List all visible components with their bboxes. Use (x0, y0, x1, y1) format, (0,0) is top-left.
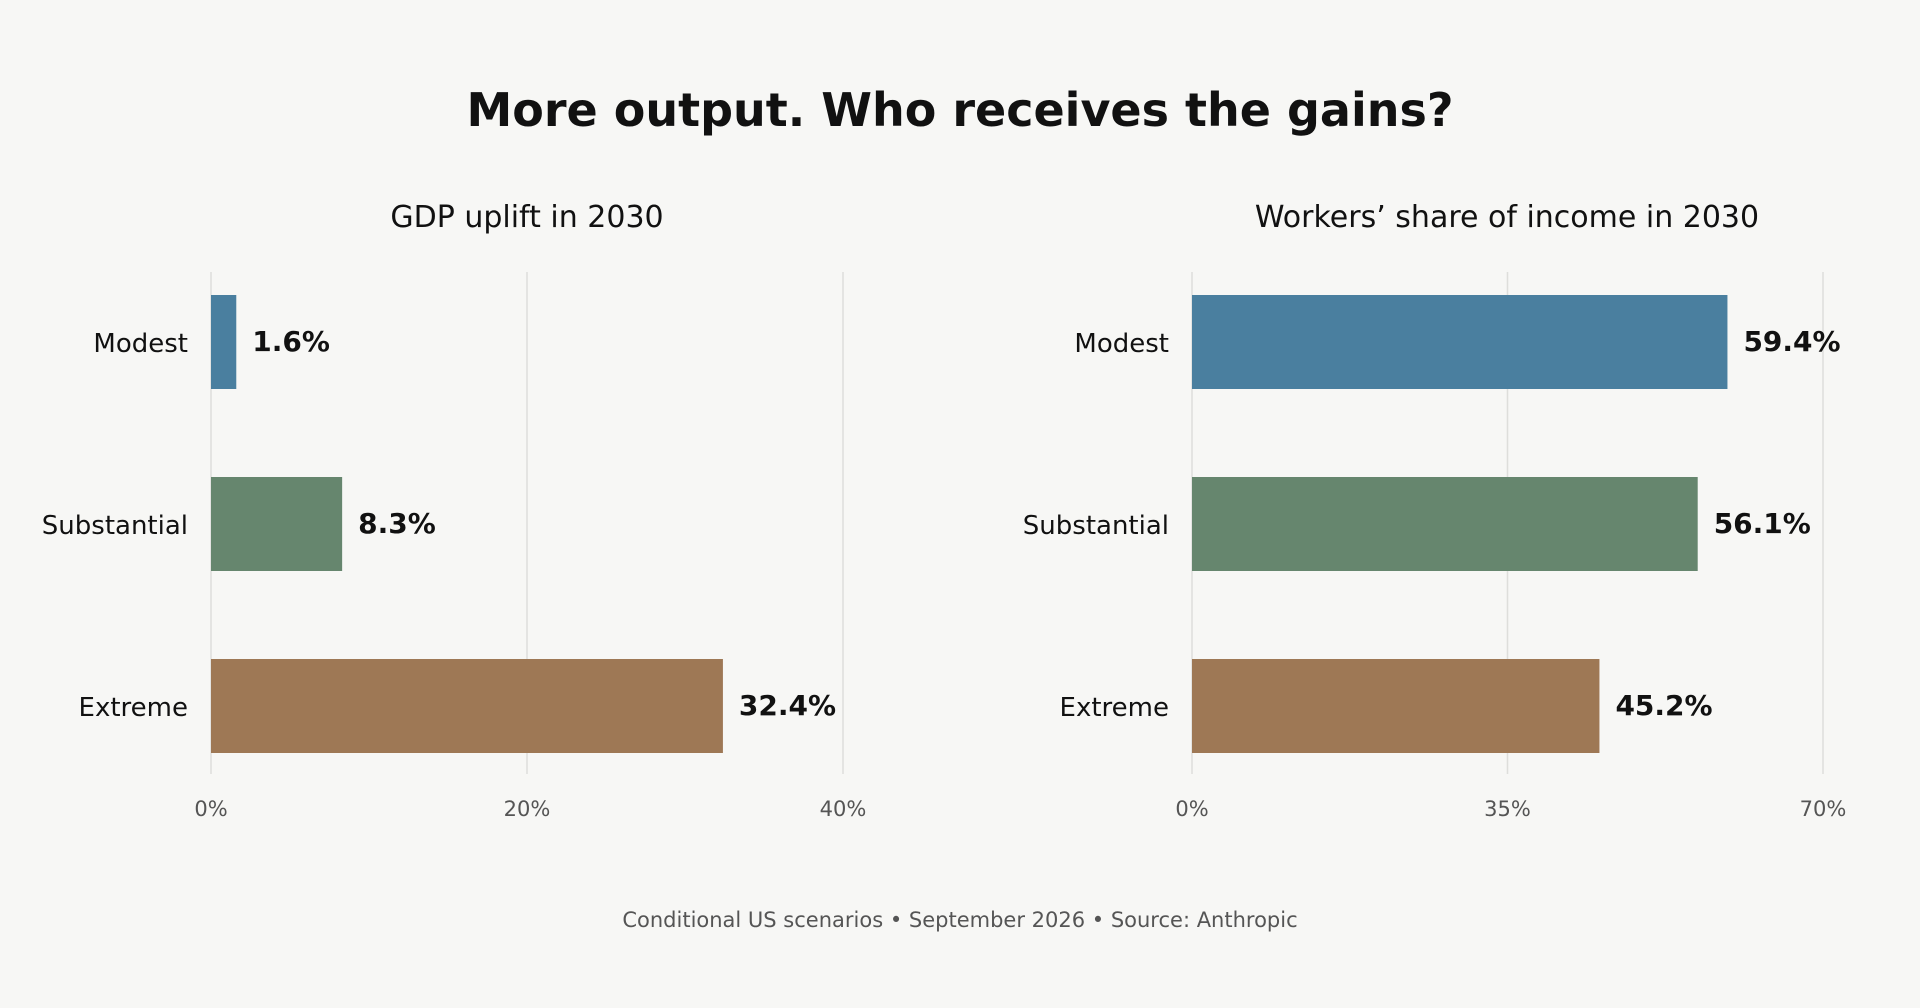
category-label: Extreme (79, 693, 188, 723)
x-tick-label: 40% (820, 797, 867, 821)
data-label: 59.4% (1743, 325, 1840, 358)
x-tick-label: 0% (1175, 797, 1208, 821)
bar-extreme (211, 659, 723, 753)
bar-modest (211, 295, 237, 389)
category-label: Extreme (1060, 693, 1169, 723)
chart-panel-2: Workers’ share of income in 2030 0% 35% 70%… (1023, 200, 1847, 821)
chart-panels: GDP uplift in 2030 0% 20% 40% Modest 1.6% Subs… (42, 200, 1847, 821)
chart-footnote: Conditional US scenarios • September 202… (622, 908, 1297, 932)
panel-title: Workers’ share of income in 2030 (1255, 200, 1759, 235)
data-label: 8.3% (358, 507, 436, 540)
data-label: 1.6% (252, 325, 330, 358)
data-label: 32.4% (739, 689, 836, 722)
chart-panel-1: GDP uplift in 2030 0% 20% 40% Modest 1.6% Subs… (42, 200, 867, 821)
chart-title: More output. Who receives the gains? (466, 83, 1453, 137)
bar-substantial (1192, 477, 1698, 571)
bar-extreme (1192, 659, 1600, 753)
bar-substantial (211, 477, 343, 571)
category-label: Substantial (1023, 511, 1169, 541)
category-label: Substantial (42, 511, 188, 541)
x-tick-label: 0% (194, 797, 227, 821)
x-tick-label: 70% (1800, 797, 1847, 821)
x-tick-label: 35% (1484, 797, 1531, 821)
x-tick-label: 20% (504, 797, 551, 821)
panel-title: GDP uplift in 2030 (390, 200, 663, 235)
category-label: Modest (93, 329, 188, 359)
data-label: 56.1% (1714, 507, 1811, 540)
data-label: 45.2% (1615, 689, 1712, 722)
category-label: Modest (1074, 329, 1169, 359)
bar-modest (1192, 295, 1728, 389)
